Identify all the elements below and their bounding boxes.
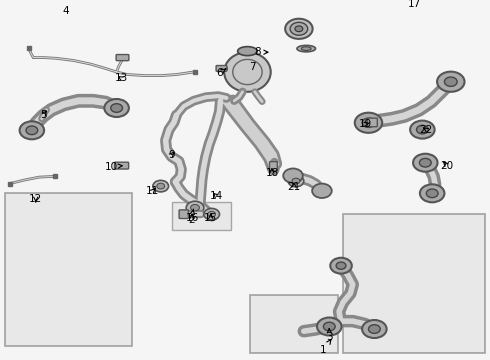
Circle shape [330,258,352,274]
Circle shape [208,211,216,217]
Circle shape [323,322,335,331]
Ellipse shape [297,45,316,52]
FancyBboxPatch shape [270,162,277,171]
Text: 7: 7 [249,62,256,72]
Text: 19: 19 [358,119,372,129]
Ellipse shape [238,46,257,55]
FancyBboxPatch shape [114,162,128,169]
Text: 11: 11 [146,186,160,196]
Bar [250,295,338,353]
Circle shape [153,180,169,192]
Text: 12: 12 [29,194,43,204]
FancyBboxPatch shape [179,210,188,219]
Circle shape [295,26,303,32]
Circle shape [204,208,220,220]
Text: 18: 18 [265,168,279,178]
Circle shape [186,201,204,214]
FancyBboxPatch shape [368,118,377,127]
Circle shape [26,126,38,135]
Bar [5,193,132,346]
Circle shape [362,320,387,338]
Text: 20: 20 [441,161,453,171]
Circle shape [288,175,304,187]
Circle shape [292,178,300,184]
Circle shape [426,189,438,198]
Circle shape [410,121,435,139]
Circle shape [111,104,122,112]
Circle shape [336,262,346,269]
Ellipse shape [301,47,311,50]
Circle shape [416,125,428,134]
Text: 6: 6 [216,68,226,78]
Text: 21: 21 [287,182,301,192]
Circle shape [437,72,465,92]
Circle shape [290,22,308,35]
Circle shape [20,121,44,139]
Text: 10: 10 [105,162,122,172]
Circle shape [420,184,444,202]
Circle shape [413,154,438,172]
Circle shape [157,183,165,189]
Text: 9: 9 [168,150,175,160]
Circle shape [317,318,342,336]
Text: 15: 15 [204,213,218,223]
Text: 8: 8 [254,47,268,57]
Text: 22: 22 [419,125,433,135]
Circle shape [355,113,382,133]
Text: 4: 4 [63,6,70,16]
Circle shape [283,168,303,183]
Circle shape [285,19,313,39]
Text: 17: 17 [407,0,421,9]
Circle shape [368,325,380,333]
Bar [172,202,231,230]
Circle shape [312,184,332,198]
Text: 2: 2 [188,209,195,225]
FancyBboxPatch shape [116,54,129,60]
Circle shape [419,158,431,167]
Text: 16: 16 [185,213,199,223]
FancyBboxPatch shape [216,66,227,71]
Text: 14: 14 [210,191,223,201]
Ellipse shape [224,52,270,92]
Circle shape [362,118,375,127]
Text: 5: 5 [40,110,47,120]
Circle shape [104,99,129,117]
Text: 13: 13 [115,73,128,84]
Circle shape [444,77,457,86]
Bar [343,214,485,353]
Text: 3: 3 [326,329,333,342]
Text: 1: 1 [320,339,331,355]
Circle shape [191,204,199,211]
